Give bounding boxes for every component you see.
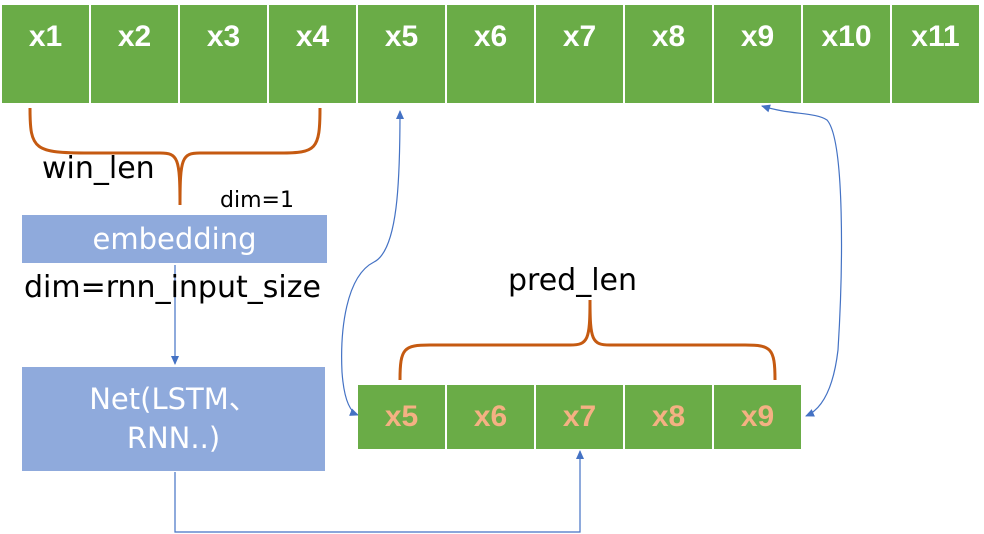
prediction-cell: x5 xyxy=(358,385,445,449)
x5-correspondence-arrow xyxy=(341,110,404,416)
net-box-line2: RNN..) xyxy=(126,421,221,455)
prediction-cell: x8 xyxy=(625,385,712,449)
win-len-brace xyxy=(28,107,322,206)
net-box-line1: Net(LSTM、 xyxy=(89,382,258,416)
input-cell: x4 xyxy=(269,5,356,103)
dim-rnn-label: dim=rnn_input_size xyxy=(24,270,321,305)
input-cell: x3 xyxy=(180,5,267,103)
dim-1-label: dim=1 xyxy=(220,188,294,213)
input-cell: x5 xyxy=(358,5,445,103)
net-to-prediction-arrow xyxy=(174,450,584,533)
win-len-label: win_len xyxy=(42,151,155,186)
net-box: Net(LSTM、 RNN..) xyxy=(22,367,325,471)
input-cell: x7 xyxy=(536,5,623,103)
input-cell: x11 xyxy=(892,5,979,103)
prediction-cell: x9 xyxy=(714,385,801,449)
embedding-box: embedding xyxy=(22,215,327,263)
input-cell: x8 xyxy=(625,5,712,103)
prediction-cell: x6 xyxy=(447,385,534,449)
pred-len-label: pred_len xyxy=(508,263,638,298)
input-cell: x6 xyxy=(447,5,534,103)
input-cell: x2 xyxy=(91,5,178,103)
input-cell: x1 xyxy=(2,5,89,103)
input-cell: x10 xyxy=(803,5,890,103)
prediction-cell: x7 xyxy=(536,385,623,449)
x9-correspondence-arrow xyxy=(761,104,843,417)
pred-len-brace xyxy=(398,299,777,381)
input-cell: x9 xyxy=(714,5,801,103)
